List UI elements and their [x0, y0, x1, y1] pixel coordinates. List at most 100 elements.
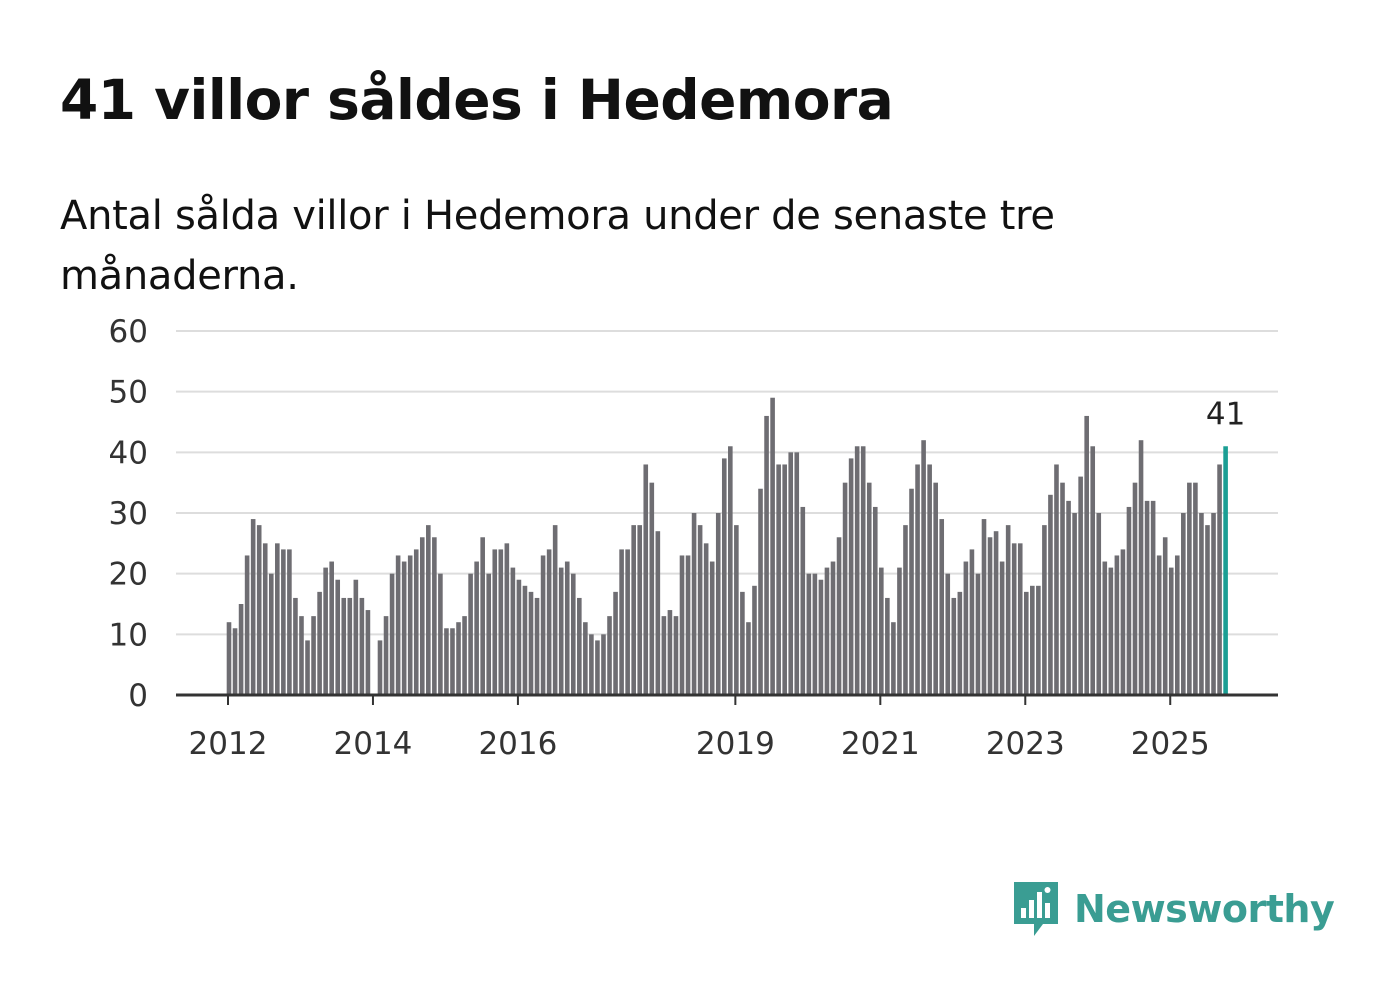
- bar: [1193, 482, 1198, 695]
- bars: [226, 397, 1228, 695]
- bar: [1138, 440, 1144, 695]
- bar: [637, 525, 643, 695]
- bar: [510, 567, 516, 695]
- bar: [353, 579, 359, 695]
- bar: [1120, 549, 1126, 695]
- x-axis: 2012 2014 2016 2019 2021 2023 2025: [176, 693, 1278, 762]
- chart-subtitle: Antal sålda villor i Hedemora under de s…: [60, 193, 1055, 299]
- bar: [311, 616, 316, 695]
- bar: [800, 506, 806, 695]
- bar: [854, 446, 860, 695]
- bar: [552, 525, 558, 695]
- bar: [601, 634, 606, 695]
- bar: [250, 519, 256, 695]
- bar: [287, 549, 292, 695]
- bar: [903, 525, 908, 695]
- bar: [824, 567, 830, 695]
- bar: [1144, 500, 1150, 695]
- bar: [305, 640, 310, 695]
- bar: [728, 446, 733, 695]
- bar: [734, 525, 739, 695]
- bar: [401, 561, 407, 695]
- bar: [891, 622, 896, 695]
- bar: [1174, 555, 1180, 695]
- x-tick-label: 2012: [189, 726, 268, 762]
- bar: [933, 482, 938, 695]
- bar: [1042, 525, 1047, 695]
- bar: [323, 567, 328, 695]
- bar: [438, 573, 443, 695]
- bar: [685, 555, 691, 695]
- bar: [1108, 567, 1114, 695]
- bar: [897, 567, 902, 695]
- bar: [383, 616, 389, 695]
- bar: [341, 597, 347, 695]
- bar: [1217, 464, 1222, 695]
- bar: [1036, 585, 1041, 695]
- bar: [1199, 513, 1204, 695]
- bar: [746, 622, 751, 695]
- bar: [486, 573, 492, 695]
- bar: [444, 628, 449, 695]
- bar: [329, 561, 334, 695]
- bar: [776, 464, 781, 695]
- bar: [740, 591, 745, 695]
- bar: [498, 549, 504, 695]
- bar: [715, 513, 721, 695]
- bar: [667, 610, 673, 695]
- bar: [1162, 537, 1168, 695]
- bar: [999, 561, 1005, 695]
- bar: [866, 482, 872, 695]
- bar: [993, 531, 999, 695]
- bar: [981, 519, 987, 695]
- bar: [413, 549, 419, 695]
- newsworthy-logo-icon: [1014, 882, 1058, 936]
- bar: [1102, 561, 1108, 695]
- bar: [1168, 567, 1174, 695]
- bar: [407, 555, 413, 695]
- bar: [1126, 506, 1132, 695]
- bar: [262, 543, 268, 695]
- bar: [1048, 494, 1053, 695]
- bar: [721, 458, 727, 695]
- bar: [1187, 482, 1192, 695]
- bar: [268, 573, 274, 695]
- bar: [1114, 555, 1120, 695]
- bar: [975, 573, 981, 695]
- bar: [317, 591, 322, 695]
- bar: [1066, 500, 1071, 695]
- brand-name: Newsworthy: [1074, 887, 1335, 931]
- bar: [564, 561, 570, 695]
- bar: [299, 616, 304, 695]
- bar: [788, 452, 794, 695]
- bar: [836, 537, 842, 695]
- bar: [1054, 464, 1059, 695]
- bar: [842, 482, 848, 695]
- bar: [1005, 525, 1011, 695]
- y-tick-label: 10: [109, 617, 148, 653]
- bar: [492, 549, 498, 695]
- y-tick-label: 40: [109, 435, 148, 471]
- bar: [770, 397, 775, 695]
- x-tick-label: 2023: [986, 726, 1065, 762]
- bar: [607, 616, 612, 695]
- bar: [758, 488, 763, 695]
- bar: [830, 561, 836, 695]
- bar: [1132, 482, 1138, 695]
- bar: [752, 585, 757, 695]
- bar: [909, 488, 914, 695]
- bar: [589, 634, 594, 695]
- bar: [462, 616, 467, 695]
- chart-title: 41 villor såldes i Hedemora: [60, 68, 894, 132]
- bar: [1017, 543, 1023, 695]
- y-tick-label: 50: [109, 375, 148, 411]
- bar: [812, 573, 818, 695]
- bar: [969, 549, 975, 695]
- bar: [872, 506, 878, 695]
- bar: [631, 525, 636, 695]
- bar: [232, 628, 238, 695]
- bar: [474, 561, 479, 695]
- bar: [389, 573, 395, 695]
- bar: [558, 567, 564, 695]
